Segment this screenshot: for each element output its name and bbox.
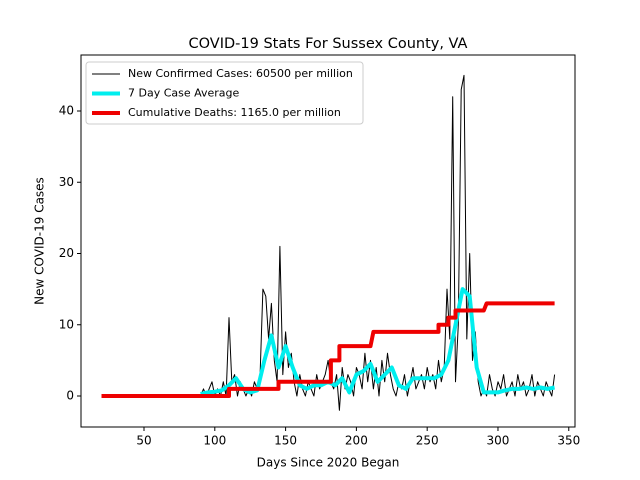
y-tick-label: 40 bbox=[59, 104, 74, 118]
y-tick-label: 10 bbox=[59, 317, 74, 331]
plot-frame bbox=[80, 54, 576, 428]
y-tick-label: 0 bbox=[66, 389, 74, 403]
legend-box bbox=[85, 61, 364, 125]
legend-label: Cumulative Deaths: 1165.0 per million bbox=[128, 106, 341, 119]
series-line bbox=[101, 301, 555, 398]
x-tick-label: 150 bbox=[274, 434, 297, 448]
x-tick-label: 100 bbox=[203, 434, 226, 448]
x-tick-label: 300 bbox=[487, 434, 510, 448]
x-tick-label: 250 bbox=[416, 434, 439, 448]
series-line bbox=[200, 74, 556, 411]
chart-title: COVID-19 Stats For Sussex County, VA bbox=[189, 36, 468, 52]
x-tick-label: 50 bbox=[136, 434, 151, 448]
legend-label: 7 Day Case Average bbox=[128, 87, 240, 100]
legend-label: New Confirmed Cases: 60500 per million bbox=[128, 67, 353, 80]
x-tick-label: 350 bbox=[557, 434, 580, 448]
x-tick-label: 200 bbox=[345, 434, 368, 448]
y-tick-label: 20 bbox=[59, 246, 74, 260]
y-tick-label: 30 bbox=[59, 175, 74, 189]
series-line bbox=[200, 287, 555, 396]
y-axis-label: New COVID-19 Cases bbox=[33, 177, 47, 305]
x-axis-label: Days Since 2020 Began bbox=[257, 456, 400, 470]
